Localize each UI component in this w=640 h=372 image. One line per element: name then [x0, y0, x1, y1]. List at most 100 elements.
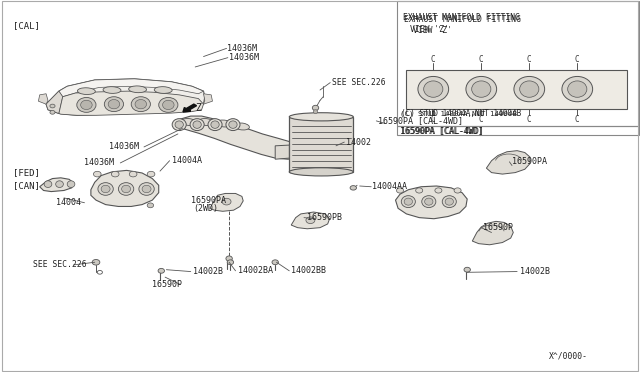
Text: 16590PA [CAL-4WD]: 16590PA [CAL-4WD] — [401, 126, 484, 135]
Text: Z: Z — [195, 103, 201, 113]
Ellipse shape — [172, 119, 186, 131]
Polygon shape — [275, 145, 289, 159]
Text: EXHAUST MANIFOLD FITTING: EXHAUST MANIFOLD FITTING — [403, 13, 520, 22]
Ellipse shape — [108, 100, 120, 109]
Ellipse shape — [208, 119, 222, 131]
Ellipse shape — [129, 86, 147, 93]
Ellipse shape — [81, 100, 92, 109]
Ellipse shape — [67, 181, 75, 187]
Polygon shape — [204, 94, 212, 104]
Ellipse shape — [454, 188, 461, 193]
Ellipse shape — [193, 121, 202, 128]
Bar — [397, 1, 639, 135]
Ellipse shape — [424, 81, 443, 97]
Polygon shape — [59, 91, 204, 115]
Ellipse shape — [163, 100, 174, 109]
Text: EXHAUST MANIFOLD FITTING: EXHAUST MANIFOLD FITTING — [404, 15, 522, 24]
Bar — [406, 70, 627, 109]
Text: C: C — [527, 55, 532, 64]
Text: 14002BB: 14002BB — [291, 266, 326, 275]
Ellipse shape — [226, 119, 240, 131]
Ellipse shape — [104, 97, 124, 112]
Ellipse shape — [314, 110, 317, 113]
Ellipse shape — [435, 188, 442, 193]
Ellipse shape — [562, 76, 593, 102]
Ellipse shape — [175, 121, 184, 128]
Text: 14002BA: 14002BA — [238, 266, 273, 275]
Text: 16590PB: 16590PB — [307, 213, 342, 222]
Polygon shape — [486, 151, 530, 174]
Ellipse shape — [158, 268, 164, 273]
Ellipse shape — [44, 181, 52, 187]
Ellipse shape — [227, 260, 234, 265]
Ellipse shape — [56, 181, 63, 187]
Text: 14036M: 14036M — [109, 142, 139, 151]
Ellipse shape — [229, 121, 237, 128]
Ellipse shape — [445, 198, 453, 205]
Text: VIEW 'Z': VIEW 'Z' — [413, 26, 452, 35]
Ellipse shape — [135, 100, 147, 109]
Ellipse shape — [312, 105, 319, 110]
Ellipse shape — [425, 198, 433, 205]
Ellipse shape — [464, 267, 470, 272]
Text: 16590P: 16590P — [483, 223, 513, 232]
Ellipse shape — [122, 185, 131, 193]
Text: 14002: 14002 — [346, 138, 371, 147]
Text: 14036M: 14036M — [227, 44, 257, 53]
Polygon shape — [291, 212, 330, 229]
Text: X^/0000-: X^/0000- — [549, 352, 588, 361]
Ellipse shape — [147, 203, 154, 208]
Ellipse shape — [350, 186, 356, 190]
Text: 16590PA: 16590PA — [512, 157, 547, 166]
Ellipse shape — [147, 171, 155, 177]
Ellipse shape — [397, 188, 404, 193]
Text: 14036M: 14036M — [229, 53, 259, 62]
Text: SEE SEC.226: SEE SEC.226 — [33, 260, 87, 269]
Text: [FED]: [FED] — [13, 169, 40, 177]
Ellipse shape — [472, 81, 491, 97]
Text: (C) STUD 14004A,NUT 14004B: (C) STUD 14004A,NUT 14004B — [400, 111, 517, 118]
Ellipse shape — [520, 81, 539, 97]
Ellipse shape — [401, 196, 415, 208]
Ellipse shape — [272, 260, 278, 265]
Ellipse shape — [190, 119, 204, 131]
Ellipse shape — [92, 260, 100, 265]
Ellipse shape — [154, 87, 172, 93]
Ellipse shape — [442, 196, 456, 208]
Ellipse shape — [289, 168, 353, 176]
Text: 14004AA: 14004AA — [372, 182, 408, 191]
Text: [CAN]: [CAN] — [13, 182, 40, 190]
Text: SEE SEC.226: SEE SEC.226 — [332, 78, 385, 87]
Polygon shape — [46, 91, 63, 113]
Polygon shape — [38, 94, 48, 104]
Ellipse shape — [139, 183, 154, 195]
Ellipse shape — [234, 123, 250, 130]
Ellipse shape — [198, 119, 214, 125]
Polygon shape — [40, 178, 74, 192]
Ellipse shape — [101, 185, 110, 193]
Text: C: C — [527, 115, 532, 124]
Text: 14004A: 14004A — [172, 156, 202, 165]
Polygon shape — [59, 79, 204, 97]
Ellipse shape — [98, 183, 113, 195]
Text: 16590PA: 16590PA — [191, 196, 226, 205]
Ellipse shape — [93, 171, 101, 177]
Ellipse shape — [103, 87, 121, 93]
Ellipse shape — [222, 198, 231, 205]
Ellipse shape — [416, 188, 423, 193]
Ellipse shape — [404, 198, 413, 205]
Text: C: C — [479, 55, 484, 64]
Ellipse shape — [50, 104, 55, 108]
Text: C: C — [575, 55, 580, 64]
Polygon shape — [396, 186, 467, 219]
Text: 16590PA [CAL-4WD]: 16590PA [CAL-4WD] — [378, 116, 463, 125]
Text: (C) STUD 14004A,NUT 14004B: (C) STUD 14004A,NUT 14004B — [401, 109, 522, 118]
Text: C: C — [431, 55, 436, 64]
Text: VIEW 'Z': VIEW 'Z' — [410, 25, 449, 33]
Ellipse shape — [111, 171, 119, 177]
Ellipse shape — [211, 121, 220, 128]
Ellipse shape — [418, 76, 449, 102]
Ellipse shape — [77, 88, 95, 94]
Text: 14002B: 14002B — [193, 267, 223, 276]
Text: [CAL]: [CAL] — [13, 22, 40, 31]
